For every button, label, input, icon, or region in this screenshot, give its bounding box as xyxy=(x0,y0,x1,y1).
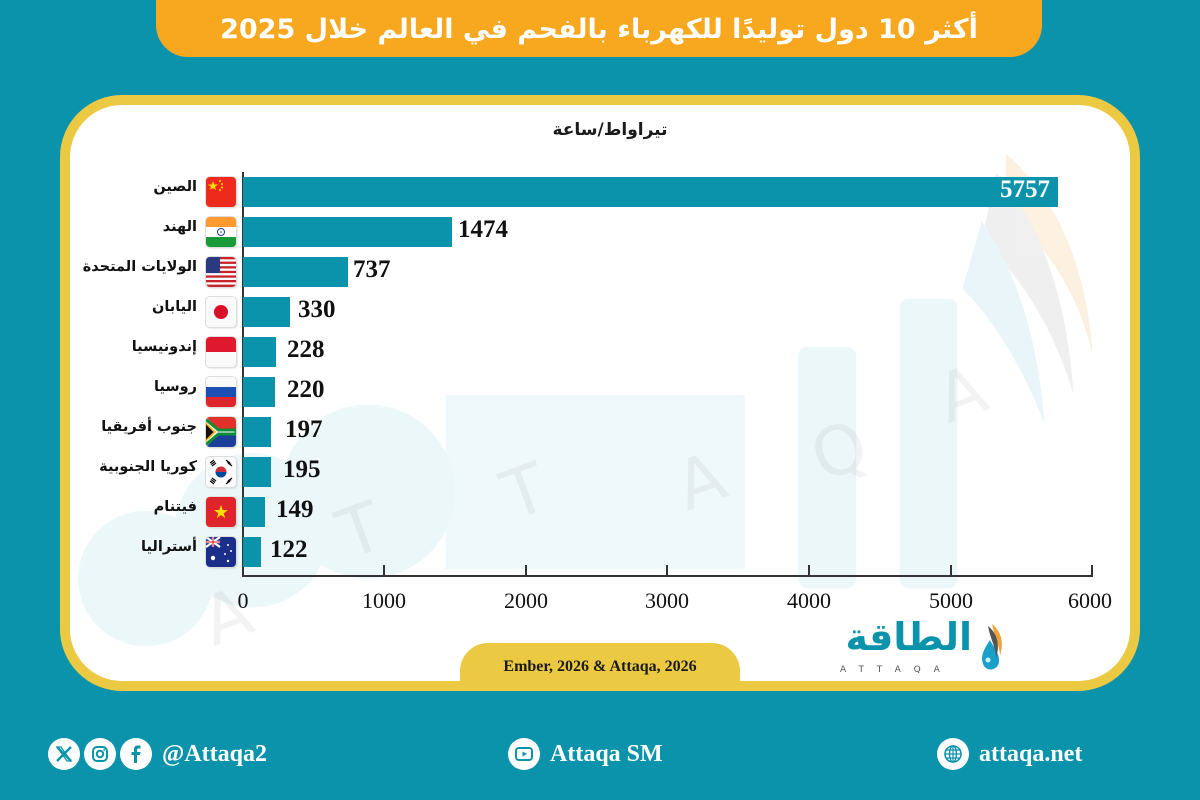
country-label: فيتنام xyxy=(153,499,197,515)
logo-arabic-text: الطاقة xyxy=(845,615,972,659)
youtube-channel[interactable]: Attaqa SM xyxy=(550,740,663,767)
chart-title: أكثر 10 دول توليدًا للكهرباء بالفحم في ا… xyxy=(220,14,978,45)
indonesia-flag-icon xyxy=(206,337,236,367)
value-label: 122 xyxy=(270,536,308,563)
x-tick-label: 5000 xyxy=(929,588,973,613)
instagram-icon[interactable] xyxy=(84,738,116,770)
footer: @Attaqa2 Attaqa SM attaqa.net xyxy=(0,730,1200,780)
country-label: الولايات المتحدة xyxy=(82,259,197,275)
x-axis-line xyxy=(242,575,1093,577)
logo-latin-text: ATTAQA xyxy=(840,665,953,675)
country-label: إندونيسيا xyxy=(131,339,197,355)
x-tick xyxy=(525,565,527,576)
bar xyxy=(243,297,290,327)
bar xyxy=(243,417,271,447)
x-tick xyxy=(666,565,668,576)
svg-text:A: A xyxy=(192,571,263,661)
x-tick-label: 2000 xyxy=(504,588,548,613)
bar xyxy=(243,377,275,407)
x-tick-label: 1000 xyxy=(362,588,406,613)
bar xyxy=(243,177,1058,207)
unit-label: تيراواط/ساعة xyxy=(552,120,668,140)
website-url[interactable]: attaqa.net xyxy=(979,740,1083,767)
bar-row-vietnam: فيتنام 149 xyxy=(0,496,1200,527)
south-korea-flag-icon xyxy=(206,457,236,487)
bar-row-australia: أستراليا 122 xyxy=(0,536,1200,567)
australia-flag-icon xyxy=(206,537,236,567)
japan-flag-icon xyxy=(206,297,236,327)
facebook-icon[interactable] xyxy=(120,738,152,770)
bar xyxy=(243,537,261,567)
website-link[interactable]: attaqa.net xyxy=(937,738,1082,770)
x-tick xyxy=(950,565,952,576)
social-handle[interactable]: @Attaqa2 xyxy=(162,740,267,767)
bar-row-south-korea: كوريا الجنوبية 195 xyxy=(0,456,1200,487)
bar xyxy=(243,337,276,367)
value-label: 149 xyxy=(276,496,314,523)
bar xyxy=(243,217,452,247)
country-label: روسيا xyxy=(154,379,197,395)
x-tick xyxy=(808,565,810,576)
y-axis-line xyxy=(242,172,244,576)
bar xyxy=(243,457,271,487)
x-icon[interactable] xyxy=(48,738,80,770)
bar-row-china: الصين 5757 xyxy=(0,176,1200,207)
x-tick-label: 0 xyxy=(237,588,249,613)
social-links: @Attaqa2 xyxy=(48,738,267,770)
bar xyxy=(243,257,348,287)
bar-row-usa: الولايات المتحدة 737 xyxy=(0,256,1200,287)
vietnam-flag-icon xyxy=(206,497,236,527)
india-flag-icon xyxy=(206,217,236,247)
title-banner: أكثر 10 دول توليدًا للكهرباء بالفحم في ا… xyxy=(156,0,1042,57)
country-label: كوريا الجنوبية xyxy=(99,459,197,475)
bar-row-indonesia: إندونيسيا 228 xyxy=(0,336,1200,367)
usa-flag-icon xyxy=(206,257,236,287)
china-flag-icon xyxy=(206,177,236,207)
attaqa-logo: الطاقة ATTAQA xyxy=(820,618,1010,682)
flame-drop-icon xyxy=(982,624,1002,670)
bar-row-south-africa: جنوب أفريقيا 197 xyxy=(0,416,1200,447)
globe-icon[interactable] xyxy=(937,738,969,770)
value-label: 330 xyxy=(298,296,336,323)
x-tick-label: 6000 xyxy=(1068,588,1112,613)
source-tab: Ember, 2026 & Attaqa, 2026 xyxy=(460,643,740,691)
value-label: 5757 xyxy=(1000,176,1050,203)
value-label: 197 xyxy=(285,416,323,443)
value-label: 228 xyxy=(287,336,325,363)
bar xyxy=(243,497,265,527)
country-label: أستراليا xyxy=(141,539,197,555)
x-tick-label: 3000 xyxy=(645,588,689,613)
youtube-link[interactable]: Attaqa SM xyxy=(508,738,663,770)
value-label: 1474 xyxy=(458,216,508,243)
country-label: الصين xyxy=(153,179,197,195)
country-label: الهند xyxy=(162,219,197,235)
value-label: 220 xyxy=(287,376,325,403)
bar-row-japan: اليابان 330 xyxy=(0,296,1200,327)
russia-flag-icon xyxy=(206,377,236,407)
source-text: Ember, 2026 & Attaqa, 2026 xyxy=(503,658,697,675)
country-label: جنوب أفريقيا xyxy=(101,419,197,435)
value-label: 737 xyxy=(353,256,391,283)
south-africa-flag-icon xyxy=(206,417,236,447)
x-tick xyxy=(383,565,385,576)
youtube-icon[interactable] xyxy=(508,738,540,770)
bar-row-india: الهند 1474 xyxy=(0,216,1200,247)
x-tick xyxy=(1091,565,1093,576)
value-label: 195 xyxy=(283,456,321,483)
x-tick-label: 4000 xyxy=(787,588,831,613)
bar-row-russia: روسيا 220 xyxy=(0,376,1200,407)
country-label: اليابان xyxy=(151,299,197,315)
